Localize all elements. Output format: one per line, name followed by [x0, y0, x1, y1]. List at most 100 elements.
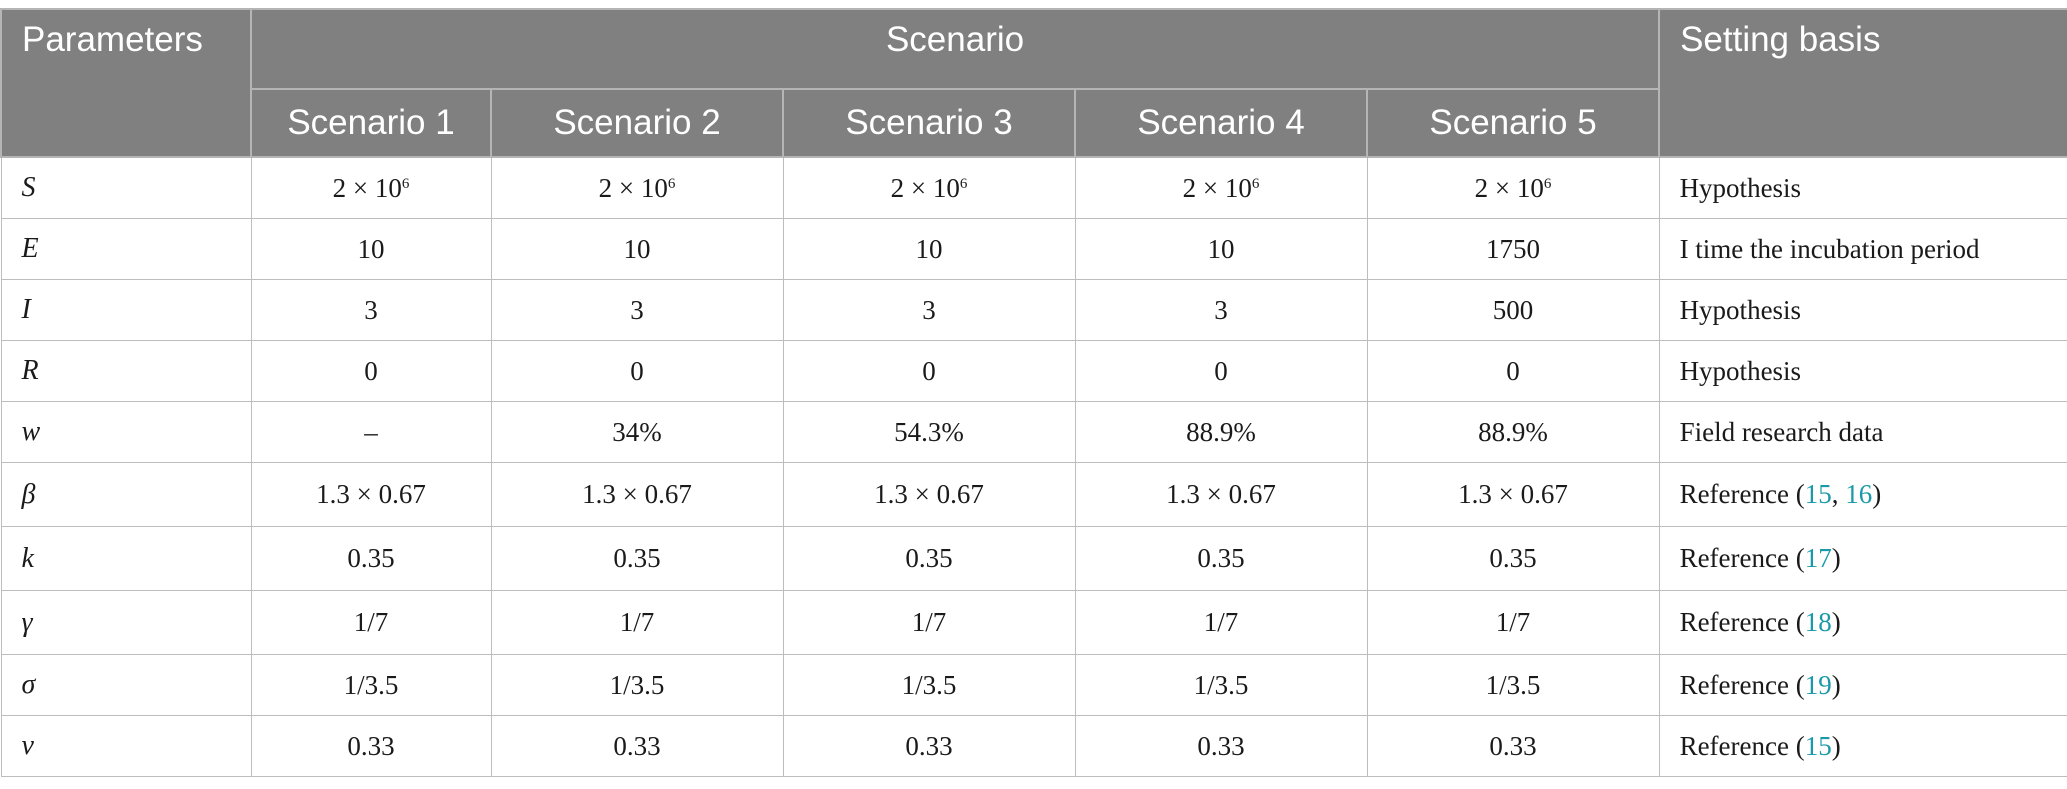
value-text: 1/7 — [353, 607, 389, 637]
scenario-5-value: 0.35 — [1366, 526, 1660, 591]
scenario-1-value: 10 — [250, 218, 492, 280]
scenario-1-value: 0 — [250, 340, 492, 402]
parameter-symbol: γ — [0, 590, 252, 655]
value-text: 0.35 — [905, 543, 953, 573]
setting-basis: I time the incubation period — [1658, 218, 2067, 280]
header-setting-basis: Setting basis — [1658, 8, 2067, 158]
scenario-4-value: 88.9% — [1074, 401, 1368, 463]
basis-text: Reference ( — [1679, 730, 1805, 761]
scenario-2-value: 1.3 × 0.67 — [490, 462, 784, 527]
parameter-symbol: R — [0, 340, 252, 402]
setting-basis: Reference (15, 16) — [1658, 462, 2067, 527]
scenario-4-value: 0 — [1074, 340, 1368, 402]
scenario-3-value: 54.3% — [782, 401, 1076, 463]
scenario-5-value: 1.3 × 0.67 — [1366, 462, 1660, 527]
value-text: 0 — [630, 355, 644, 386]
scenario-5-value: 2 × 106 — [1366, 156, 1660, 219]
scenario-3-value: 3 — [782, 279, 1076, 341]
reference-link[interactable]: 15 — [1804, 479, 1832, 509]
value-text: 0.35 — [1197, 543, 1245, 573]
scenario-1-value: 1/7 — [250, 590, 492, 655]
scenario-5-value: 0 — [1366, 340, 1660, 402]
value-exponent: 6 — [959, 175, 968, 192]
setting-basis: Reference (15) — [1658, 715, 2067, 777]
value-text: 0.33 — [1489, 730, 1537, 761]
value-text: 1/7 — [1495, 607, 1531, 637]
parameter-symbol: ν — [0, 715, 252, 777]
scenario-3-value: 0.33 — [782, 715, 1076, 777]
value-exponent: 6 — [401, 175, 410, 192]
value-text: 10 — [915, 233, 943, 264]
value-text: – — [364, 416, 378, 447]
setting-basis: Hypothesis — [1658, 156, 2067, 219]
scenario-1-value: – — [250, 401, 492, 463]
value-exponent: 6 — [667, 175, 676, 192]
basis-text: I time the incubation period — [1679, 233, 1980, 264]
value-text: 0 — [364, 355, 378, 386]
scenario-2-value: 1/3.5 — [490, 654, 784, 716]
setting-basis: Reference (17) — [1658, 526, 2067, 591]
value-text: 0.33 — [613, 730, 661, 761]
setting-basis: Field research data — [1658, 401, 2067, 463]
reference-link[interactable]: 15 — [1804, 730, 1832, 761]
basis-text: Hypothesis — [1679, 172, 1802, 203]
value-text: 1.3 × 0.67 — [582, 479, 692, 509]
value-text: 1750 — [1486, 233, 1541, 264]
value-text: 500 — [1492, 294, 1534, 325]
table-header: Parameters Scenario Setting basis Scenar… — [0, 8, 2067, 158]
reference-link[interactable]: 16 — [1845, 479, 1873, 509]
setting-basis: Hypothesis — [1658, 279, 2067, 341]
scenario-4-value: 3 — [1074, 279, 1368, 341]
value-text: 1/7 — [1203, 607, 1239, 637]
value-text: 1/7 — [619, 607, 655, 637]
scenario-2-value: 0 — [490, 340, 784, 402]
table-row: k 0.35 0.35 0.35 0.35 0.35 Reference (17) — [0, 526, 2067, 591]
value-text: 10 — [357, 233, 385, 264]
scenario-5-value: 1/7 — [1366, 590, 1660, 655]
scenario-2-value: 0.35 — [490, 526, 784, 591]
scenario-1-value: 2 × 106 — [250, 156, 492, 219]
basis-text: Field research data — [1679, 416, 1884, 447]
parameter-symbol: σ — [0, 654, 252, 716]
value-text: 1/7 — [911, 607, 947, 637]
table-row: w – 34% 54.3% 88.9% 88.9% Field research data — [0, 401, 2067, 463]
value-text: 54.3% — [894, 416, 964, 447]
value-exponent: 6 — [1251, 175, 1260, 192]
header-scenario-2: Scenario 2 — [490, 88, 784, 158]
scenario-2-value: 0.33 — [490, 715, 784, 777]
parameter-symbol: S — [0, 156, 252, 219]
value-text: 2 × 10 — [1474, 172, 1544, 203]
value-text: 1.3 × 0.67 — [1166, 479, 1276, 509]
scenario-1-value: 0.35 — [250, 526, 492, 591]
value-text: 0.35 — [613, 543, 661, 573]
value-text: 1/3.5 — [343, 669, 399, 700]
basis-text: Reference ( — [1679, 607, 1805, 637]
reference-separator: , — [1831, 479, 1846, 509]
header-scenario-4: Scenario 4 — [1074, 88, 1368, 158]
value-text: 3 — [1214, 294, 1228, 325]
value-text: 1/3.5 — [1485, 669, 1541, 700]
basis-close: ) — [1872, 479, 1882, 509]
basis-close: ) — [1831, 669, 1841, 700]
reference-link[interactable]: 19 — [1804, 669, 1832, 700]
value-text: 10 — [1207, 233, 1235, 264]
basis-text: Hypothesis — [1679, 355, 1802, 386]
basis-close: ) — [1831, 543, 1841, 573]
value-text: 0.33 — [1197, 730, 1245, 761]
scenario-1-value: 1.3 × 0.67 — [250, 462, 492, 527]
value-text: 0 — [1214, 355, 1228, 386]
scenario-4-value: 1/7 — [1074, 590, 1368, 655]
setting-basis: Reference (18) — [1658, 590, 2067, 655]
table-row: I 3 3 3 3 500 Hypothesis — [0, 279, 2067, 341]
value-text: 1.3 × 0.67 — [874, 479, 984, 509]
table-row: ν 0.33 0.33 0.33 0.33 0.33 Reference (15) — [0, 715, 2067, 777]
reference-link[interactable]: 18 — [1804, 607, 1832, 637]
value-text: 0.33 — [905, 730, 953, 761]
table-row: β 1.3 × 0.67 1.3 × 0.67 1.3 × 0.67 1.3 × 0.6… — [0, 462, 2067, 527]
value-text: 1/3.5 — [901, 669, 957, 700]
scenario-5-value: 0.33 — [1366, 715, 1660, 777]
reference-link[interactable]: 17 — [1804, 543, 1832, 573]
table-row: E 10 10 10 10 1750 I time the incubation perio… — [0, 218, 2067, 280]
scenario-2-value: 1/7 — [490, 590, 784, 655]
